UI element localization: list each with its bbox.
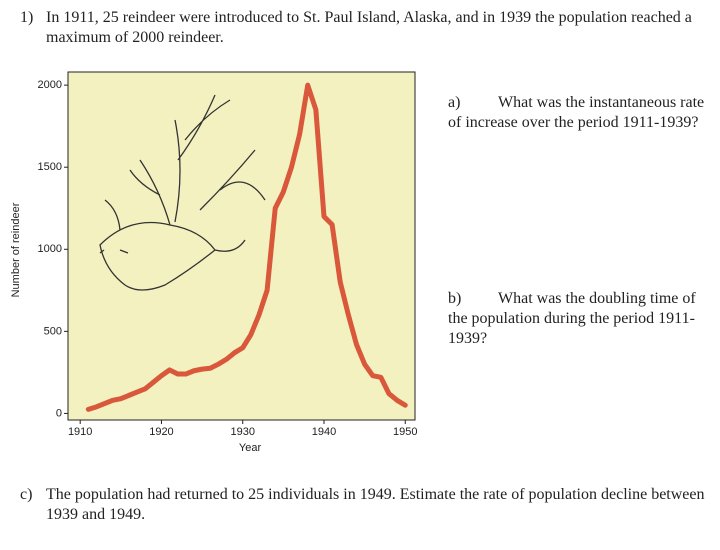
part-label: a) [448,94,461,111]
x-axis-label: Year [239,442,262,454]
part-label: b) [448,290,462,307]
x-tick-label: 1930 [230,426,254,438]
y-tick-label: 2000 [38,79,62,91]
question: 1) In 1911, 25 reindeer were introduced … [20,8,710,48]
x-tick-label: 1940 [312,426,336,438]
question-text: In 1911, 25 reindeer were introduced to … [46,9,692,46]
data-line [85,82,408,412]
part-text: What was the doubling time of the popula… [448,290,696,347]
part-c: c) The population had returned to 25 ind… [20,485,710,525]
part-text: The population had returned to 25 indivi… [46,486,705,523]
x-tick-label: 1950 [393,426,417,438]
y-tick-label: 500 [44,325,62,337]
part-label: c) [20,486,33,503]
part-a: a) What was the instantaneous rate of in… [448,93,716,133]
y-tick-label: 1000 [38,243,62,255]
plot-area [67,71,416,421]
reindeer-sketch [99,94,266,291]
x-tick-label: 1920 [149,426,173,438]
y-tick-label: 0 [56,407,62,419]
part-b: b) What was the doubling time of the pop… [448,289,716,349]
question-number: 1) [20,9,34,26]
y-tick-label: 1500 [38,161,62,173]
x-tick-label: 1910 [68,426,92,438]
y-axis-label: Number of reindeer [10,202,22,297]
part-text: What was the instantaneous rate of incre… [448,94,705,131]
